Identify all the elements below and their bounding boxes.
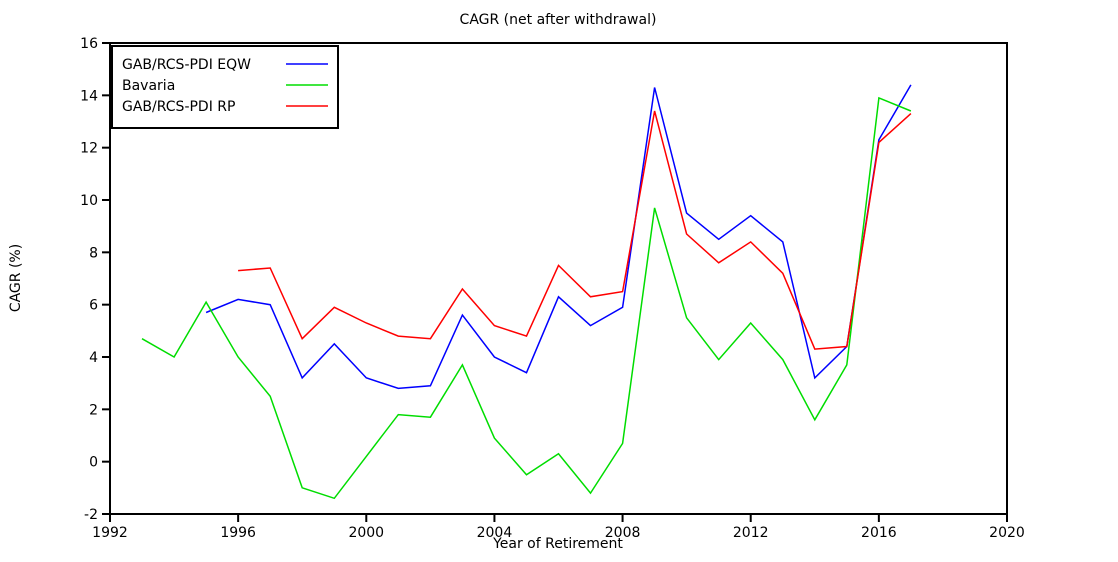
y-tick-label: 2 <box>89 402 98 418</box>
legend-entry: Bavaria <box>122 78 328 94</box>
legend-entries: GAB/RCS-PDI EQW Bavaria GAB/RCS-PDI RP <box>122 57 328 115</box>
series-line-bavaria <box>141 96 912 500</box>
legend-box <box>111 45 339 129</box>
y-tick-label: 14 <box>80 88 98 104</box>
plot-frame <box>109 42 1008 515</box>
x-tick-label: 2004 <box>477 525 513 541</box>
y-axis-label: CAGR (%) <box>8 244 24 312</box>
x-tick-label: 2012 <box>733 525 769 541</box>
x-axis-label: Year of Retirement <box>492 536 623 552</box>
x-axis-ticks: 1992 1996 2000 2004 2008 2012 2016 2020 <box>92 514 1025 541</box>
y-tick-label: 12 <box>80 141 98 157</box>
x-tick-label: 1996 <box>220 525 256 541</box>
chart-title: CAGR (net after withdrawal) <box>460 12 657 28</box>
y-tick-label: 8 <box>89 245 98 261</box>
legend-entry: GAB/RCS-PDI EQW <box>122 57 328 73</box>
y-axis-ticks: -2 0 2 4 6 8 10 12 14 16 <box>80 36 110 523</box>
x-tick-label: 1992 <box>92 525 128 541</box>
y-tick-label: -2 <box>84 507 98 523</box>
series-lines <box>141 84 912 500</box>
x-tick-label: 2016 <box>861 525 897 541</box>
y-tick-label: 16 <box>80 36 98 52</box>
series-line-gab-rcs-pdi-eqw <box>205 84 912 390</box>
legend-label: Bavaria <box>122 78 175 94</box>
y-tick-label: 10 <box>80 193 98 209</box>
series-line-gab-rcs-pdi-rp <box>238 110 912 350</box>
y-tick-label: 0 <box>89 455 98 471</box>
legend-entry: GAB/RCS-PDI RP <box>122 99 328 115</box>
legend: GAB/RCS-PDI EQW Bavaria GAB/RCS-PDI RP <box>111 45 339 129</box>
x-tick-label: 2000 <box>348 525 384 541</box>
x-tick-label: 2020 <box>989 525 1025 541</box>
legend-label: GAB/RCS-PDI EQW <box>122 57 251 73</box>
y-tick-label: 6 <box>89 298 98 314</box>
legend-label: GAB/RCS-PDI RP <box>122 99 235 115</box>
x-tick-label: 2008 <box>605 525 641 541</box>
y-tick-label: 4 <box>89 350 98 366</box>
